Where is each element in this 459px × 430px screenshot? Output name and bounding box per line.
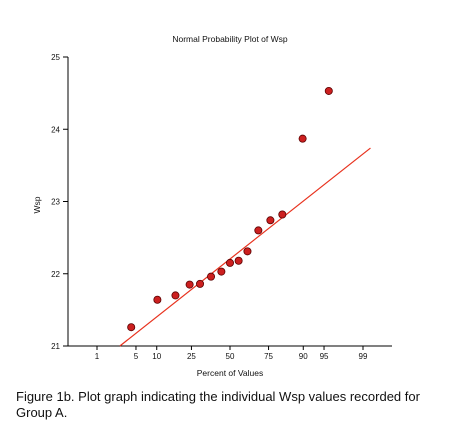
data-point xyxy=(217,267,226,276)
data-point xyxy=(266,216,275,225)
x-tick-label: 50 xyxy=(226,352,235,361)
y-axis-label: Wsp xyxy=(32,196,42,213)
data-point xyxy=(254,226,263,235)
x-tick-label: 1 xyxy=(95,352,100,361)
data-point xyxy=(207,272,216,281)
data-point xyxy=(225,258,234,267)
data-point xyxy=(298,134,307,143)
data-point xyxy=(243,247,252,256)
x-tick-label: 99 xyxy=(359,352,368,361)
x-tick-label: 75 xyxy=(264,352,273,361)
x-tick-label: 5 xyxy=(134,352,139,361)
x-tick-label: 25 xyxy=(187,352,196,361)
data-point xyxy=(185,280,194,289)
data-point xyxy=(324,86,333,95)
x-tick-label: 90 xyxy=(299,352,308,361)
x-axis: 1 5 10 25 50 75 90 95 99 xyxy=(68,345,392,361)
data-point xyxy=(171,291,180,300)
y-tick-label: 22 xyxy=(51,270,60,279)
y-tick-label: 23 xyxy=(51,198,60,207)
data-point xyxy=(278,210,287,219)
data-point xyxy=(234,256,243,265)
figure-caption: Figure 1b. Plot graph indicating the ind… xyxy=(16,389,420,420)
data-point xyxy=(196,279,205,288)
data-point xyxy=(153,295,162,304)
data-points-layer xyxy=(127,86,333,332)
y-tick-label: 25 xyxy=(51,53,60,62)
y-tick-label: 24 xyxy=(51,125,60,134)
y-tick-label: 21 xyxy=(51,342,60,351)
x-axis-label: Percent of Values xyxy=(197,368,263,378)
chart-title: Normal Probability Plot of Wsp xyxy=(172,34,288,44)
reference-line xyxy=(119,147,371,347)
data-point xyxy=(127,323,136,332)
y-axis: 21 22 23 24 25 xyxy=(51,53,69,351)
x-tick-label: 10 xyxy=(152,352,161,361)
x-tick-label: 95 xyxy=(320,352,329,361)
reference-line-layer xyxy=(119,147,371,347)
